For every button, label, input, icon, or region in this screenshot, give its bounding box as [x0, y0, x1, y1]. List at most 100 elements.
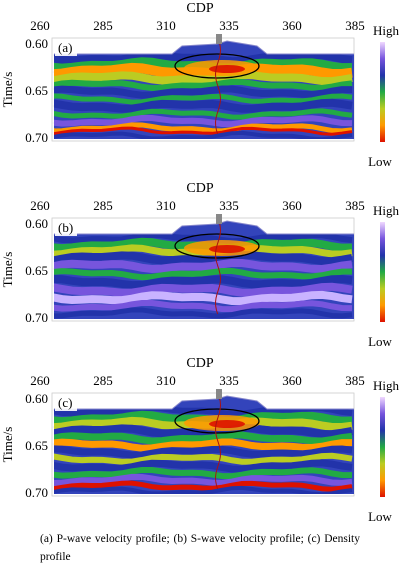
- colorbar-low-label: Low: [368, 509, 392, 524]
- seismic-layer: [54, 423, 353, 439]
- seismic-layer: [54, 431, 353, 445]
- seismic-layer: [54, 459, 353, 473]
- seismic-layer: [54, 452, 353, 465]
- seismic-layer: [54, 231, 353, 245]
- seismic-layer: [54, 445, 353, 459]
- seismic-layer: [54, 299, 353, 313]
- colorbar: [380, 222, 385, 322]
- highlight-ellipse: [174, 53, 260, 79]
- seismic-layer: [54, 307, 353, 319]
- y-axis-title: Time/s: [0, 252, 15, 288]
- seismic-layer: [54, 258, 353, 273]
- well-log-trace: [215, 219, 222, 315]
- y-axis-title: Time/s: [0, 72, 15, 108]
- colorbar-high-label: High: [373, 23, 400, 38]
- anomaly-core: [209, 245, 245, 253]
- x-tick-label: 310: [156, 373, 176, 388]
- panel-label: (a): [58, 40, 72, 55]
- seismic-layer: [54, 114, 353, 128]
- seismic-layer: [54, 122, 353, 134]
- anomaly-core: [209, 65, 245, 73]
- profile-svg: CDP 260 285 310 335 360 385 0.60 0.65 0.70 Time/s (…: [0, 356, 400, 524]
- x-tick-label: 385: [345, 198, 365, 213]
- seismic-layer: [54, 480, 353, 492]
- well-marker: [216, 389, 222, 399]
- seismic-layer: [54, 274, 353, 290]
- colorbar: [380, 397, 385, 497]
- figure-caption: (a) P-wave velocity profile; (b) S-wave …: [40, 533, 360, 563]
- x-tick-label: 335: [219, 198, 239, 213]
- seismic-layer: [54, 70, 353, 86]
- x-tick-label: 335: [219, 373, 239, 388]
- x-tick-label: 260: [30, 373, 50, 388]
- well-marker: [216, 34, 222, 44]
- x-tick-label: 360: [282, 18, 302, 33]
- profile-panel: CDP 260 285 310 335 360 385 0.60 0.65 0.70 Time/s (…: [0, 180, 400, 360]
- y-tick-label: 0.65: [25, 438, 48, 453]
- seismic-section: [54, 41, 354, 139]
- seismic-layer: [54, 85, 353, 99]
- panel-label-bg: [55, 395, 77, 411]
- seismic-layer: [54, 130, 353, 139]
- y-tick-label: 0.65: [25, 263, 48, 278]
- seismic-layer: [54, 290, 353, 306]
- x-axis-title: CDP: [186, 181, 213, 196]
- y-tick-label: 0.70: [25, 485, 48, 500]
- x-axis-title: CDP: [186, 1, 213, 16]
- x-tick-label: 310: [156, 18, 176, 33]
- well-log-trace: [215, 39, 222, 135]
- y-tick-label: 0.70: [25, 310, 48, 325]
- x-tick-label: 335: [219, 18, 239, 33]
- colorbar-high-label: High: [373, 203, 400, 218]
- x-tick-label: 360: [282, 373, 302, 388]
- x-tick-label: 285: [93, 373, 113, 388]
- panel-label-bg: [55, 220, 77, 236]
- profile-panel: CDP 260 285 310 335 360 385 0.60 0.65 0.70 Time/s (…: [0, 355, 400, 535]
- panel-label: (b): [58, 220, 73, 235]
- seismic-layer: [54, 108, 353, 120]
- x-tick-label: 260: [30, 198, 50, 213]
- profile-svg: CDP 260 285 310 335 360 385 0.60 0.65 0.70 Time/s (…: [0, 1, 400, 169]
- y-tick-label: 0.60: [25, 216, 48, 231]
- profile-svg: CDP 260 285 310 335 360 385 0.60 0.65 0.70 Time/s (…: [0, 181, 400, 349]
- x-tick-label: 310: [156, 198, 176, 213]
- colorbar-high-label: High: [373, 378, 400, 393]
- y-tick-label: 0.60: [25, 391, 48, 406]
- seismic-layer: [54, 93, 353, 105]
- colorbar-low-label: Low: [368, 154, 392, 169]
- well-log-trace: [215, 394, 222, 490]
- anomaly-core: [209, 420, 245, 428]
- colorbar-low-label: Low: [368, 334, 392, 349]
- well-marker: [216, 214, 222, 224]
- seismic-layer: [54, 50, 353, 66]
- seismic-layer: [54, 126, 353, 136]
- x-tick-label: 360: [282, 198, 302, 213]
- x-tick-label: 260: [30, 18, 50, 33]
- x-tick-label: 285: [93, 18, 113, 33]
- seismic-layer: [54, 268, 353, 281]
- seismic-layer: [54, 485, 353, 494]
- seismic-layer: [54, 98, 353, 113]
- x-tick-label: 285: [93, 198, 113, 213]
- profile-panel: CDP 260 285 310 335 360 385 0.60 0.65 0.70 Time/s (…: [0, 0, 400, 180]
- seismic-section: [54, 221, 354, 319]
- seismic-section: [54, 396, 354, 494]
- x-axis-title: CDP: [186, 356, 213, 371]
- seismic-layer: [54, 438, 353, 452]
- highlight-ellipse: [174, 233, 260, 259]
- panel-label-bg: [55, 40, 77, 56]
- x-tick-label: 385: [345, 18, 365, 33]
- seismic-layer: [54, 78, 353, 91]
- seismic-layer: [54, 282, 353, 297]
- seismic-layer: [54, 250, 353, 266]
- highlight-ellipse: [174, 408, 260, 434]
- y-tick-label: 0.65: [25, 83, 48, 98]
- y-axis-title: Time/s: [0, 427, 15, 463]
- y-tick-label: 0.70: [25, 130, 48, 145]
- seismic-layer: [54, 466, 353, 480]
- seismic-layer: [54, 473, 353, 487]
- colorbar: [380, 42, 385, 142]
- y-tick-label: 0.60: [25, 36, 48, 51]
- x-tick-label: 385: [345, 373, 365, 388]
- panel-label: (c): [58, 395, 72, 410]
